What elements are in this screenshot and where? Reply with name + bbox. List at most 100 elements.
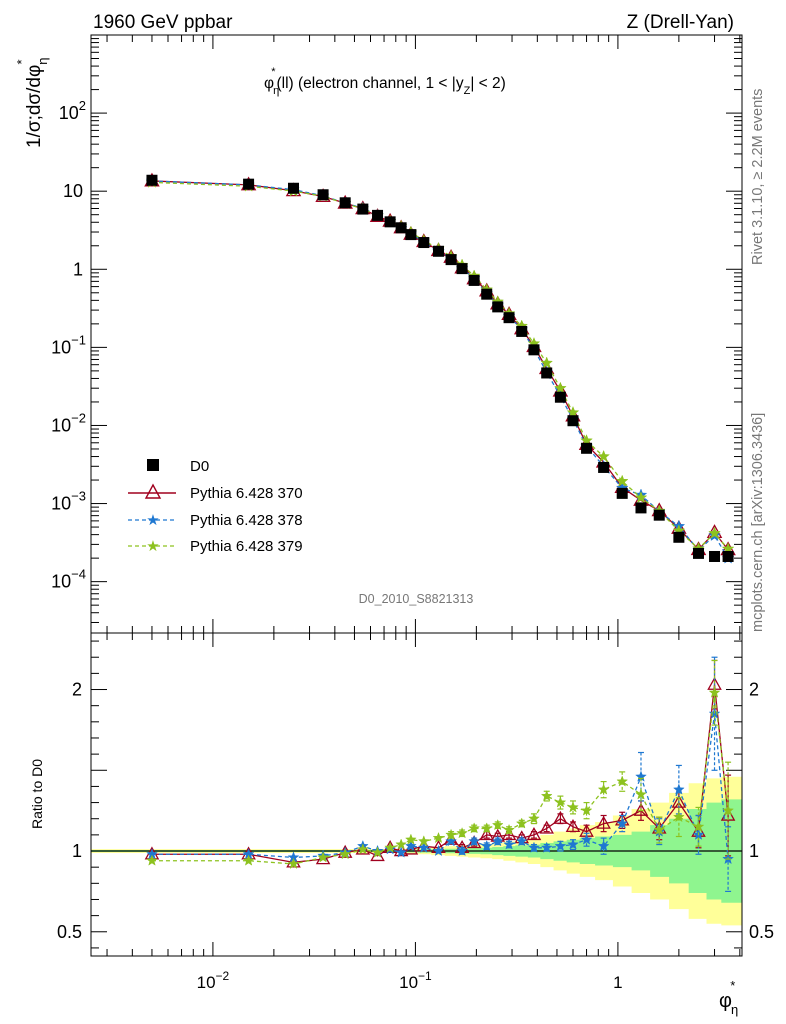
ratio-point-0 (633, 802, 649, 816)
y-tick-label-base: 10 (51, 337, 71, 357)
ratio-line-1 (151, 713, 729, 860)
ratio-point-1 (468, 835, 481, 847)
x-axis-label: φη * (719, 978, 738, 1017)
data-point (653, 509, 665, 521)
y-tick-label: 1 (73, 259, 83, 279)
data-point (445, 254, 457, 266)
ratio-point-2 (371, 846, 384, 858)
ratio-point-0 (565, 818, 581, 832)
data-point (567, 415, 579, 427)
main-series-marks (144, 172, 736, 564)
data-point (709, 550, 721, 562)
ratio-point-2 (356, 843, 369, 855)
x-tick-label-exp: −1 (418, 969, 432, 983)
ratio-point-0 (553, 810, 568, 824)
ratio-point-2 (635, 788, 647, 800)
x-axis-label-sub: η (731, 1002, 738, 1017)
title-sup: * (271, 66, 276, 78)
main-panel (91, 35, 742, 633)
y-tick-label-exp: −4 (71, 567, 86, 582)
legend-label-370: Pythia 6.428 370 (190, 485, 303, 502)
title-rest-sub: Z (464, 85, 471, 97)
y-axis-label: 1/σ;dσ/dφη * (14, 57, 50, 148)
legend-marker-370 (144, 483, 162, 499)
ratio-point-1 (491, 835, 504, 847)
x-axis-label-phi: φ (719, 990, 732, 1012)
legend-marker-data (147, 459, 159, 471)
ratio-point-1 (445, 835, 457, 847)
ratio-point-2 (528, 812, 540, 824)
data-point (722, 550, 734, 562)
ratio-point-2 (567, 801, 579, 813)
y-axis-label-sup: * (14, 59, 29, 64)
ratio-point-2 (653, 823, 666, 836)
x-tick-label: 10−2 (197, 969, 230, 992)
ratio-point-1 (672, 783, 685, 795)
data-point (492, 301, 504, 313)
mcplots-label: mcplots.cern.ch [arXiv:1306.3436] (750, 413, 766, 632)
x-tick-label-base: 10 (197, 973, 216, 992)
main-plot-frame (90, 34, 743, 634)
ratio-point-2 (491, 818, 504, 831)
main-point-2 (634, 490, 648, 504)
data-point (481, 288, 493, 300)
ratio-point-2 (480, 822, 493, 834)
y-tick-label: 102 (59, 98, 86, 123)
ratio-point-2 (515, 817, 528, 829)
y-tick-label: 10−1 (51, 332, 86, 357)
y-tick-label-exp: −1 (71, 332, 86, 347)
ratio-point-2 (395, 838, 408, 850)
data-point (339, 197, 351, 209)
ratio-axis-label: Ratio to D0 (29, 759, 45, 829)
ratio-point-2 (722, 804, 735, 816)
ratio-point-2 (708, 686, 721, 698)
title-rest2: | < 2) (470, 75, 505, 92)
y-axis-label-text: 1/σ;dσ/dφ (24, 65, 45, 148)
data-point (541, 367, 553, 379)
y-tick-label-exp: −2 (71, 410, 86, 425)
ratio-point-0 (526, 827, 542, 841)
ratio-point-1 (404, 839, 417, 852)
ratio-point-1 (395, 846, 408, 858)
y-tick-label-base: 10 (51, 415, 71, 435)
data-point (692, 547, 704, 559)
ratio-point-2 (339, 848, 352, 860)
ratio-point-1 (515, 835, 528, 847)
legend: D0 Pythia 6.428 370 ★ Pythia 6.428 378 ★… (128, 458, 303, 555)
legend-label-379: Pythia 6.428 379 (190, 538, 303, 555)
ratio-point-1 (597, 839, 610, 852)
ratio-point-1 (567, 838, 579, 850)
y-tick-label-base: 1 (73, 259, 83, 279)
header-right: Z (Drell-Yan) (627, 12, 734, 33)
data-point (432, 245, 444, 257)
ratio-point-1 (480, 839, 493, 852)
main-point-2 (554, 381, 567, 394)
ratio-point-2 (417, 835, 430, 847)
ratio-tick-label-right: 1 (749, 841, 759, 861)
legend-label-data: D0 (190, 458, 209, 475)
ratio-point-2 (404, 833, 417, 845)
ratio-point-2 (692, 820, 705, 832)
y-tick-label: 10−4 (51, 567, 86, 592)
data-point (405, 229, 417, 241)
ratio-point-1 (503, 838, 515, 850)
ratio-point-2 (580, 804, 593, 816)
data-point (616, 487, 628, 499)
y-tick-label-base: 10 (59, 103, 79, 123)
main-point-2 (540, 356, 554, 369)
ratio-point-2 (503, 823, 515, 836)
ratio-panel (91, 633, 742, 956)
y-tick-label-base: 10 (51, 494, 71, 514)
title-rest1: (ll) (electron channel, 1 < |y (276, 75, 463, 92)
title-sub: η (273, 85, 279, 97)
data-point (554, 391, 566, 403)
data-point (317, 189, 329, 201)
legend-label-378: Pythia 6.428 378 (190, 512, 303, 529)
ratio-point-2 (432, 831, 445, 844)
ratio-point-0 (393, 843, 409, 857)
main-point-2 (708, 526, 721, 539)
x-axis-label-sup: * (730, 978, 735, 993)
ratio-point-0 (466, 835, 482, 849)
data-point (673, 531, 685, 543)
ratio-point-1 (580, 833, 593, 845)
